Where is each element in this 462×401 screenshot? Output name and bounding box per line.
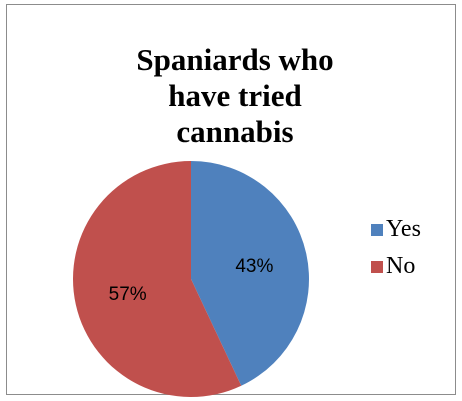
pie-slice-yes — [191, 161, 309, 386]
legend-swatch-no — [371, 261, 383, 273]
legend-label-no: No — [386, 253, 416, 279]
legend-item-yes: Yes — [371, 215, 451, 245]
chart-title: Spaniards who have tried cannabis — [136, 42, 334, 149]
pie-slice-no — [72, 161, 242, 397]
legend-item-no: No — [371, 252, 451, 282]
pie-data-labels: 43% 57% — [109, 256, 274, 305]
legend-swatch-yes — [371, 224, 383, 236]
data-label-no: 57% — [109, 284, 147, 305]
pie-slices — [72, 161, 309, 397]
data-label-yes: 43% — [235, 256, 273, 277]
legend-label-yes: Yes — [386, 216, 421, 242]
